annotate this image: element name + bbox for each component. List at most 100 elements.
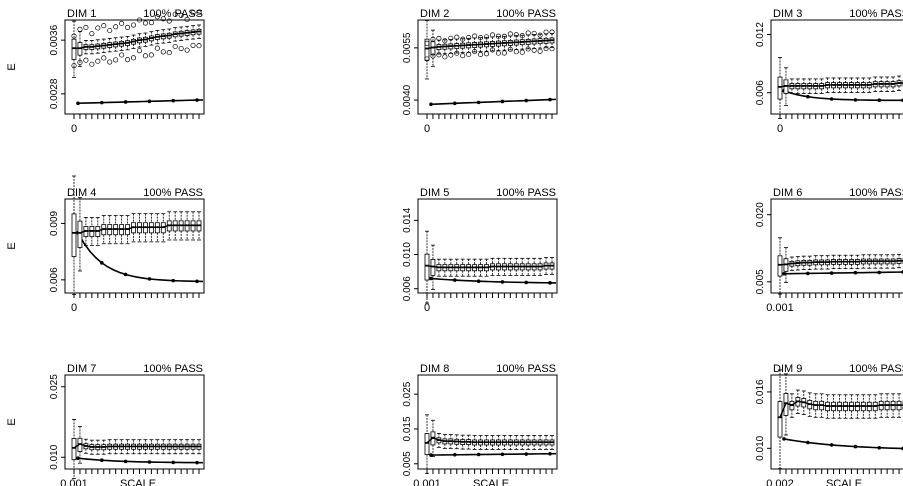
pass-label: 100% PASS — [849, 363, 903, 375]
panel-title: DIM 1 — [67, 8, 96, 20]
x-tick-label: 0.001 — [766, 302, 794, 314]
outlier-point — [507, 46, 513, 53]
panel-dim-9: DIM 9 100% PASS 0.010 0.016 0.002 SCALE — [755, 363, 903, 486]
outlier-point — [489, 47, 496, 53]
plot-frame — [417, 198, 558, 294]
trend-point — [453, 453, 457, 457]
trend-point — [123, 100, 128, 104]
trend-point — [548, 281, 552, 285]
outlier-point — [525, 46, 531, 52]
panel-title: DIM 4 — [67, 187, 96, 199]
trend-line — [783, 89, 903, 102]
pass-label: 100% PASS — [496, 8, 556, 20]
y-axis-label: E — [6, 63, 18, 70]
outlier-point — [525, 30, 531, 36]
trend-point — [524, 98, 529, 103]
outlier-point — [178, 12, 184, 18]
trend-point — [453, 278, 457, 282]
outlier-point — [513, 32, 519, 38]
y-tick-label: 0.0028 — [49, 78, 60, 109]
box-12 — [489, 32, 496, 53]
trend-point — [782, 271, 786, 276]
median-line — [426, 436, 552, 444]
outlier-point — [430, 53, 436, 59]
median-line — [426, 39, 553, 50]
y-tick-label: 0.0040 — [402, 84, 413, 115]
box-body — [71, 437, 77, 461]
box-16 — [513, 32, 519, 55]
trend-point — [524, 280, 529, 285]
trend-line — [783, 438, 903, 450]
y-tick-label: 0.009 — [49, 210, 60, 235]
outlier-point — [483, 51, 490, 57]
box-7 — [460, 36, 466, 59]
y-tick-label: 0.010 — [755, 435, 766, 460]
outlier-point — [430, 36, 436, 42]
outlier-point — [130, 22, 137, 28]
outlier-point — [424, 40, 430, 46]
box-2 — [77, 26, 83, 67]
box-2 — [430, 29, 436, 67]
y-tick-label: 0.020 — [755, 202, 766, 227]
box-body — [777, 401, 783, 438]
box-15 — [507, 31, 513, 53]
outlier-point — [71, 63, 77, 69]
x-axis-label: SCALE — [120, 478, 156, 486]
trend-point — [123, 272, 128, 277]
y-tick-label: 0.006 — [49, 267, 60, 292]
outlier-point — [513, 49, 519, 55]
outlier-point — [89, 31, 95, 37]
x-tick-label: 0 — [424, 123, 430, 135]
outlier-point — [166, 18, 172, 24]
trend-point — [877, 270, 882, 275]
plot-frame — [770, 198, 903, 294]
outlier-point — [77, 59, 83, 65]
box-14 — [501, 33, 507, 56]
trend-point — [171, 278, 176, 283]
trend-line — [430, 277, 557, 284]
x-tick-label: 0 — [71, 302, 77, 314]
outlier-point — [454, 34, 460, 40]
outlier-point — [489, 32, 496, 38]
y-tick-label: 0.0055 — [402, 32, 413, 63]
outlier-point — [77, 26, 83, 32]
trend-point — [806, 440, 810, 445]
median-line — [779, 400, 903, 418]
outlier-point — [442, 54, 448, 60]
trend-line — [430, 452, 557, 456]
outlier-point — [142, 20, 148, 26]
outlier-point — [519, 33, 525, 39]
median-line — [74, 224, 199, 234]
panel-title: DIM 6 — [773, 187, 802, 199]
trend-point — [429, 276, 433, 281]
panel-dim-2: DIM 2 100% PASS 0.0040 0.0055 0 — [402, 8, 558, 135]
box-1 — [777, 237, 783, 295]
box-6 — [101, 23, 107, 61]
outlier-point — [113, 57, 119, 63]
trend-point — [877, 98, 882, 103]
panel-dim-5: DIM 5 100% PASS 0.006 0.010 0.014 0 — [402, 187, 558, 314]
trend-line — [77, 457, 204, 464]
pass-label: 100% PASS — [849, 187, 903, 199]
box-5 — [95, 25, 101, 64]
x-tick-label: 0.001 — [60, 478, 88, 486]
trend-point — [829, 97, 834, 101]
pass-label: 100% PASS — [143, 363, 203, 375]
x-tick-label: 0.002 — [766, 478, 794, 486]
outlier-point — [472, 49, 478, 55]
trend-point — [829, 271, 834, 275]
trend-point — [195, 98, 199, 102]
panel-title: DIM 8 — [420, 363, 449, 375]
outlier-point — [537, 48, 543, 54]
trend-point — [548, 97, 552, 102]
y-tick-label: 0.025 — [402, 381, 413, 406]
panel-dim-6: DIM 6 100% PASS 0.005 0.020 0.001 — [755, 187, 903, 314]
trend-point — [782, 437, 786, 441]
box-4 — [89, 31, 95, 67]
panel-title: DIM 2 — [420, 8, 449, 20]
median-line — [426, 264, 552, 269]
outlier-point — [83, 57, 89, 63]
box-body — [424, 38, 430, 61]
x-tick-label: 0.001 — [413, 478, 441, 486]
outlier-point — [424, 56, 430, 62]
